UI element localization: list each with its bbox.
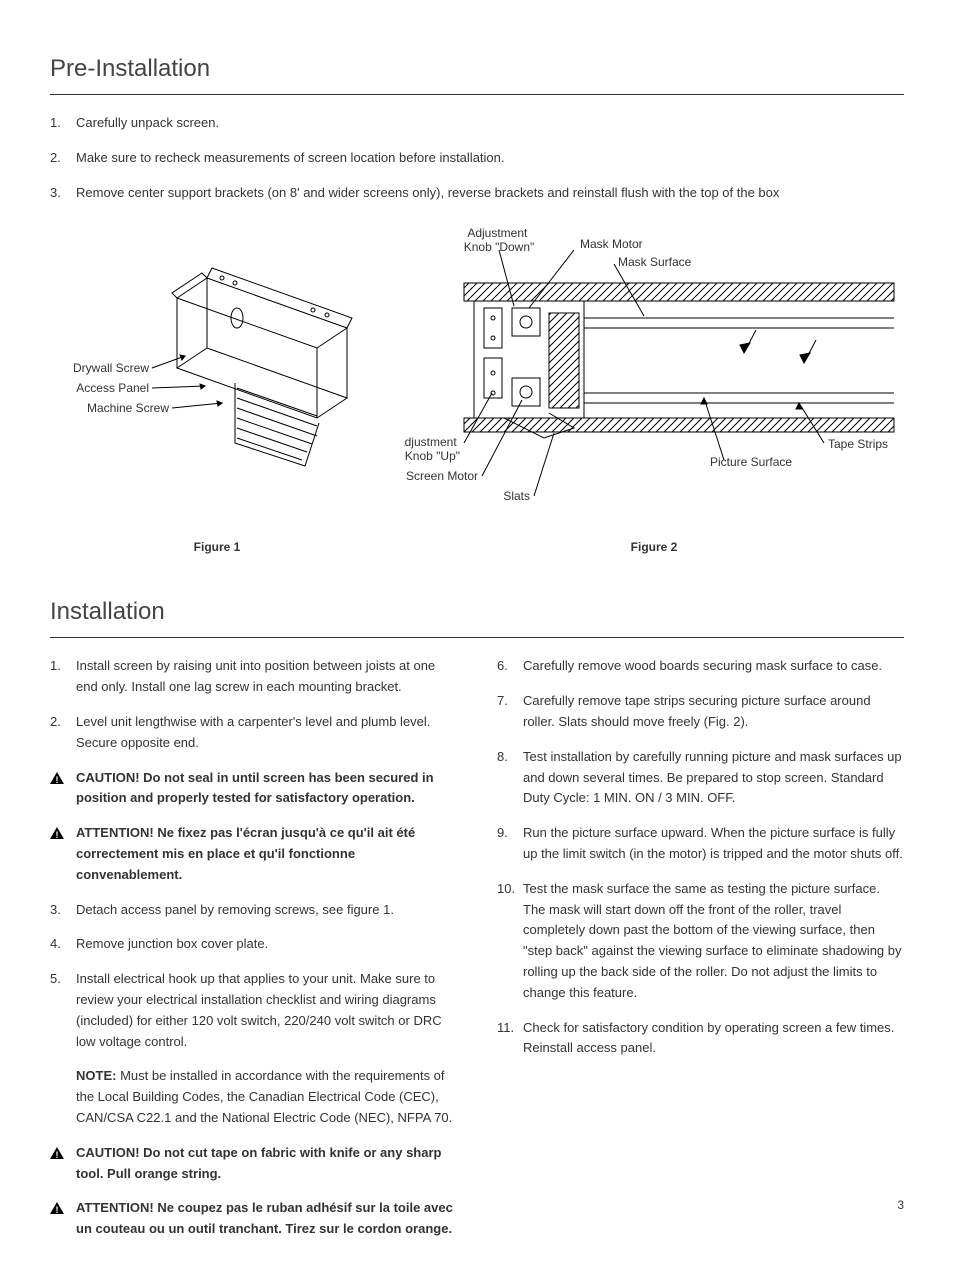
figure-1-caption: Figure 1	[194, 538, 241, 557]
attention-text: ATTENTION! Ne fixez pas l'écran jusqu'à …	[76, 825, 415, 882]
pre-installation-heading: Pre-Installation	[50, 50, 904, 95]
list-item: 2.Level unit lengthwise with a carpenter…	[50, 712, 457, 754]
list-item-text: Test the mask surface the same as testin…	[523, 881, 902, 1000]
label-picture-surface: Picture Surface	[710, 455, 792, 469]
page-number: 3	[897, 1196, 904, 1215]
label-machine-screw: Machine Screw	[87, 401, 169, 415]
list-item: 1.Carefully unpack screen.	[50, 113, 904, 134]
label-access-panel: Access Panel	[76, 381, 149, 395]
label-adj-down-l2: Knob "Down"	[464, 240, 535, 254]
warning-icon: !	[50, 825, 64, 846]
label-mask-motor: Mask Motor	[580, 237, 643, 251]
figures-row: Drywall Screw Access Panel Machine Screw…	[50, 228, 904, 557]
figure-1: Drywall Screw Access Panel Machine Screw…	[50, 248, 384, 557]
list-item: 5.Install electrical hook up that applie…	[50, 969, 457, 1052]
label-tape-strips: Tape Strips	[828, 437, 888, 451]
label-screen-motor: Screen Motor	[406, 469, 478, 483]
list-item: 3.Detach access panel by removing screws…	[50, 900, 457, 921]
list-item: 1.Install screen by raising unit into po…	[50, 656, 457, 698]
svg-text:!: !	[56, 1150, 59, 1159]
installation-col-right: 6.Carefully remove wood boards securing …	[497, 656, 904, 1254]
list-item: 11.Check for satisfactory condition by o…	[497, 1018, 904, 1060]
label-mask-surface: Mask Surface	[618, 255, 692, 269]
note-text: Must be installed in accordance with the…	[76, 1068, 452, 1125]
list-item-text: Level unit lengthwise with a carpenter's…	[76, 714, 430, 750]
warning-icon: !	[50, 770, 64, 791]
pre-installation-list: 1.Carefully unpack screen. 2.Make sure t…	[50, 113, 904, 203]
list-item: 2.Make sure to recheck measurements of s…	[50, 148, 904, 169]
list-item-text: Detach access panel by removing screws, …	[76, 902, 394, 917]
list-item-text: Check for satisfactory condition by oper…	[523, 1020, 894, 1056]
installation-columns: 1.Install screen by raising unit into po…	[50, 656, 904, 1254]
svg-text:Adjustment Knob "Down": Adjustment Knob "Down"	[464, 228, 535, 254]
attention-text: ATTENTION! Ne coupez pas le ruban adhési…	[76, 1200, 453, 1236]
label-adj-down-l1: Adjustment	[467, 228, 528, 240]
list-item: 6.Carefully remove wood boards securing …	[497, 656, 904, 677]
list-item-text: Carefully unpack screen.	[76, 115, 219, 130]
caution-text: CAUTION! Do not seal in until screen has…	[76, 770, 434, 806]
caution-text: CAUTION! Do not cut tape on fabric with …	[76, 1145, 441, 1181]
list-item: 9.Run the picture surface upward. When t…	[497, 823, 904, 865]
note-label: NOTE:	[76, 1068, 116, 1083]
warning-icon: !	[50, 1145, 64, 1166]
list-item: 8.Test installation by carefully running…	[497, 747, 904, 809]
list-item: 10.Test the mask surface the same as tes…	[497, 879, 904, 1004]
list-item: 4.Remove junction box cover plate.	[50, 934, 457, 955]
note-block: NOTE: Must be installed in accordance wi…	[50, 1066, 457, 1128]
list-item: 3.Remove center support brackets (on 8' …	[50, 183, 904, 204]
list-item-text: Install screen by raising unit into posi…	[76, 658, 435, 694]
installation-heading: Installation	[50, 593, 904, 638]
list-item-text: Remove junction box cover plate.	[76, 936, 268, 951]
installation-col-left: 1.Install screen by raising unit into po…	[50, 656, 457, 1254]
svg-text:!: !	[56, 775, 59, 784]
list-item-text: Make sure to recheck measurements of scr…	[76, 150, 505, 165]
caution-block: ! CAUTION! Do not seal in until screen h…	[50, 768, 457, 810]
list-item-text: Carefully remove wood boards securing ma…	[523, 658, 882, 673]
svg-text:Adjustment Knob "Up": Adjustment Knob "Up"	[404, 435, 460, 463]
attention-block: ! ATTENTION! Ne fixez pas l'écran jusqu'…	[50, 823, 457, 885]
list-item-text: Carefully remove tape strips securing pi…	[523, 693, 871, 729]
figure-2: Adjustment Knob "Down" Mask Motor Mask S…	[404, 228, 904, 557]
label-slats: Slats	[503, 489, 530, 503]
warning-icon: !	[50, 1200, 64, 1221]
list-item-text: Install electrical hook up that applies …	[76, 971, 442, 1048]
list-item: 7.Carefully remove tape strips securing …	[497, 691, 904, 733]
attention-block: ! ATTENTION! Ne coupez pas le ruban adhé…	[50, 1198, 457, 1240]
figure-2-caption: Figure 2	[631, 538, 678, 557]
list-item-text: Run the picture surface upward. When the…	[523, 825, 903, 861]
svg-text:!: !	[56, 1205, 59, 1214]
list-item-text: Remove center support brackets (on 8' an…	[76, 185, 779, 200]
svg-text:!: !	[56, 830, 59, 839]
label-drywall-screw: Drywall Screw	[73, 361, 149, 375]
list-item-text: Test installation by carefully running p…	[523, 749, 902, 806]
caution-block: ! CAUTION! Do not cut tape on fabric wit…	[50, 1143, 457, 1185]
